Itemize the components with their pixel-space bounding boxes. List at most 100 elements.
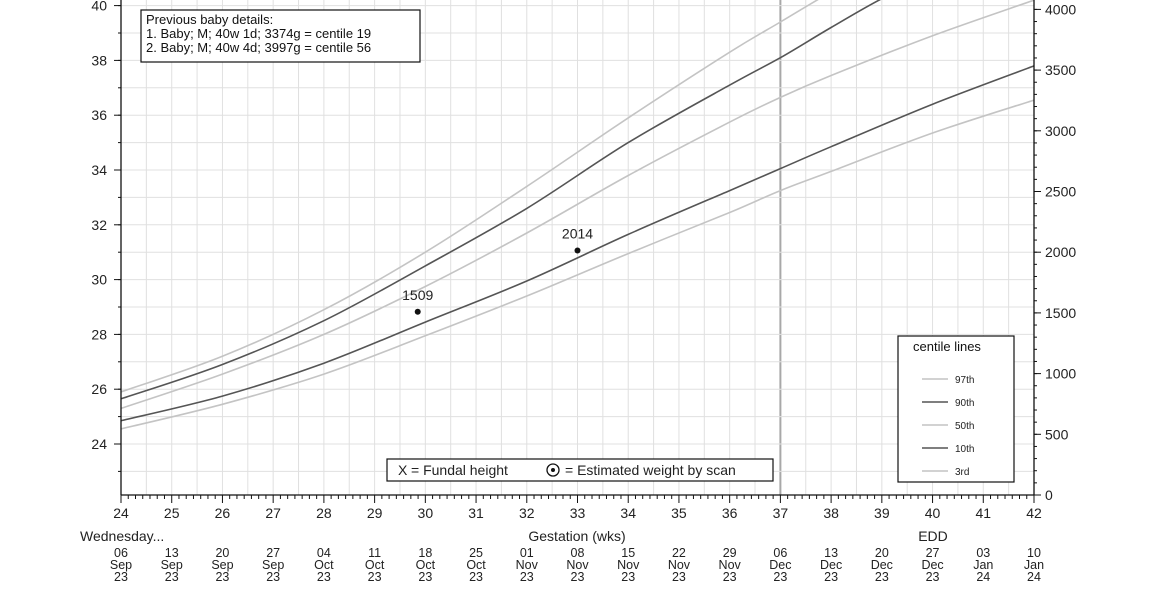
- x-tick-label: 35: [671, 505, 687, 521]
- date-month: Jan: [1024, 558, 1044, 572]
- centile-line-3rd: [121, 99, 1034, 430]
- x-tick-label: 32: [519, 505, 535, 521]
- centile-curves: [121, 0, 1034, 430]
- date-day: 04: [317, 546, 331, 560]
- date-year: 23: [520, 570, 534, 584]
- date-month: Sep: [110, 558, 132, 572]
- x-tick-label: 39: [874, 505, 890, 521]
- x-axis-title: Gestation (wks): [528, 528, 625, 544]
- date-year: 23: [215, 570, 229, 584]
- date-year: 24: [976, 570, 990, 584]
- left-tick-label: 26: [91, 381, 107, 397]
- date-day: 22: [672, 546, 686, 560]
- right-tick-label: 500: [1045, 426, 1069, 442]
- right-tick-label: 3000: [1045, 123, 1076, 139]
- centile-legend-items: 97th 90th 50th 10th 3rd: [922, 375, 974, 478]
- axes: 24 26 28 30 32 34 36 38 40 0 500 1000 1500 2000 2500 30…: [91, 0, 1076, 521]
- left-tick-label: 28: [91, 326, 107, 342]
- x-tick-label: 31: [468, 505, 484, 521]
- x-tick-label: 33: [570, 505, 586, 521]
- date-month: Sep: [211, 558, 233, 572]
- grid: [120, 0, 1035, 495]
- x-tick-label: 24: [113, 505, 129, 521]
- scan-point-label: 1509: [402, 287, 433, 303]
- date-day: 01: [520, 546, 534, 560]
- date-day: 15: [621, 546, 635, 560]
- centile-line-90th: [121, 0, 882, 400]
- centile-line-97th: [121, 0, 819, 393]
- x-tick-label: 34: [620, 505, 636, 521]
- left-tick-label: 24: [91, 436, 107, 452]
- date-day: 03: [976, 546, 990, 560]
- centile-line-10th: [121, 65, 1034, 422]
- date-day: 29: [723, 546, 737, 560]
- legend-label-3rd: 3rd: [955, 467, 969, 478]
- date-year: 23: [875, 570, 889, 584]
- date-day: 18: [418, 546, 432, 560]
- scan-point-label: 2014: [562, 226, 593, 242]
- left-tick-label: 36: [91, 107, 107, 123]
- date-year: 23: [266, 570, 280, 584]
- date-month: Sep: [262, 558, 284, 572]
- previous-baby-line-2: 2. Baby; M; 40w 4d; 3997g = centile 56: [146, 40, 371, 55]
- date-month: Nov: [617, 558, 640, 572]
- previous-baby-line-1: 1. Baby; M; 40w 1d; 3374g = centile 19: [146, 26, 371, 41]
- left-tick-label: 32: [91, 217, 107, 233]
- left-tick-label: 30: [91, 272, 107, 288]
- date-month: Dec: [921, 558, 943, 572]
- date-day: 08: [571, 546, 585, 560]
- centile-line-50th: [121, 0, 1034, 410]
- previous-baby-box: Previous baby details: 1. Baby; M; 40w 1…: [140, 9, 421, 63]
- legend-label-97th: 97th: [955, 375, 974, 386]
- x-tick-label: 41: [975, 505, 991, 521]
- left-tick-label: 40: [91, 0, 107, 14]
- x-tick-label: 38: [823, 505, 839, 521]
- x-tick-label: 40: [925, 505, 941, 521]
- left-tick-label: 38: [91, 52, 107, 68]
- date-year: 23: [723, 570, 737, 584]
- date-prefix: Wednesday...: [80, 528, 164, 544]
- date-year: 23: [469, 570, 483, 584]
- date-year: 23: [926, 570, 940, 584]
- date-day: 27: [926, 546, 940, 560]
- date-month: Sep: [161, 558, 183, 572]
- legend-label-10th: 10th: [955, 444, 974, 455]
- x-tick-label: 37: [773, 505, 789, 521]
- date-month: Oct: [466, 558, 486, 572]
- date-day: 20: [875, 546, 889, 560]
- date-day: 25: [469, 546, 483, 560]
- date-year: 23: [418, 570, 432, 584]
- scan-point: [574, 247, 581, 254]
- date-year: 23: [317, 570, 331, 584]
- x-tick-label: 27: [265, 505, 281, 521]
- date-month: Oct: [314, 558, 334, 572]
- x-tick-label: 42: [1026, 505, 1042, 521]
- date-day: 13: [165, 546, 179, 560]
- date-month: Dec: [769, 558, 791, 572]
- date-month: Nov: [719, 558, 742, 572]
- date-month: Dec: [820, 558, 842, 572]
- date-year: 23: [165, 570, 179, 584]
- edd-label: EDD: [918, 528, 948, 544]
- previous-baby-title: Previous baby details:: [146, 12, 273, 27]
- date-year: 23: [621, 570, 635, 584]
- right-tick-label: 2000: [1045, 244, 1076, 260]
- date-day: 13: [824, 546, 838, 560]
- date-day: 06: [773, 546, 787, 560]
- right-tick-label: 4000: [1045, 1, 1076, 17]
- date-year: 24: [1027, 570, 1041, 584]
- date-year: 23: [368, 570, 382, 584]
- scan-points: 1509 2014: [402, 226, 593, 315]
- date-month: Dec: [871, 558, 893, 572]
- date-year: 23: [114, 570, 128, 584]
- right-tick-label: 1000: [1045, 366, 1076, 382]
- x-tick-label: 30: [418, 505, 434, 521]
- date-year: 23: [672, 570, 686, 584]
- right-tick-label: 1500: [1045, 305, 1076, 321]
- scan-point: [414, 308, 421, 315]
- scan-key-text: = Estimated weight by scan: [565, 462, 736, 478]
- date-day: 20: [215, 546, 229, 560]
- x-tick-label: 25: [164, 505, 180, 521]
- date-year: 23: [824, 570, 838, 584]
